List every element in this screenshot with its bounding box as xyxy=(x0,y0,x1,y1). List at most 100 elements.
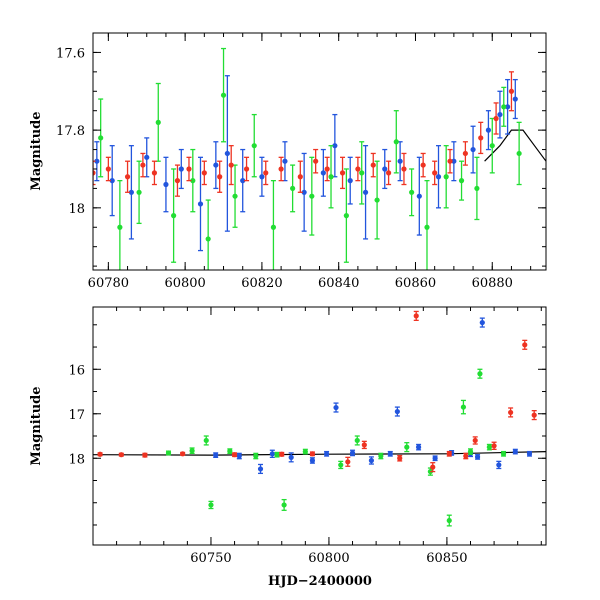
data-point xyxy=(94,141,100,182)
data-point xyxy=(178,148,184,190)
plot-frame xyxy=(92,306,547,546)
data-point xyxy=(309,457,316,464)
data-point xyxy=(485,110,492,151)
y-axis-label: Magnitude xyxy=(29,111,44,190)
data-point xyxy=(180,451,186,457)
data-point xyxy=(432,455,438,462)
data-point xyxy=(98,98,104,178)
data-point xyxy=(397,141,403,182)
data-point xyxy=(477,368,483,379)
x-tick-label: 60750 xyxy=(190,551,231,566)
data-point xyxy=(451,141,457,182)
data-point xyxy=(512,448,518,455)
data-point xyxy=(347,156,353,205)
data-point xyxy=(354,435,360,446)
data-point xyxy=(151,160,158,186)
data-point xyxy=(370,152,376,178)
data-point xyxy=(361,440,367,450)
data-point xyxy=(309,451,316,457)
data-point xyxy=(251,113,257,178)
x-tick-label: 60800 xyxy=(308,551,349,566)
data-point xyxy=(128,145,134,240)
y-tick-label: 18 xyxy=(68,202,85,217)
data-point xyxy=(270,179,277,270)
data-point xyxy=(430,462,436,473)
data-point xyxy=(309,156,315,236)
data-point xyxy=(109,145,115,217)
data-point xyxy=(447,148,453,174)
data-point xyxy=(378,452,384,460)
data-point xyxy=(343,168,349,263)
data-point xyxy=(259,156,265,197)
data-point xyxy=(323,450,330,457)
data-point xyxy=(432,160,438,186)
data-point xyxy=(228,145,234,186)
data-point xyxy=(531,410,537,421)
plot-frame xyxy=(92,32,547,271)
data-point xyxy=(522,339,528,350)
data-point xyxy=(478,121,484,155)
data-point xyxy=(227,448,233,455)
data-point xyxy=(508,71,515,112)
y-tick-label: 17.8 xyxy=(56,124,85,139)
data-point xyxy=(420,152,426,178)
data-point xyxy=(359,141,365,205)
data-point xyxy=(208,500,214,510)
data-point xyxy=(394,406,400,417)
data-point xyxy=(203,435,209,446)
data-point xyxy=(505,78,511,135)
data-point xyxy=(301,152,307,232)
data-point xyxy=(470,125,476,174)
data-point xyxy=(443,145,449,209)
data-point xyxy=(136,160,142,225)
panel-bottom: 60750 60800 60850 16 17 18 Magnitude HJD−2400… xyxy=(29,306,547,589)
data-point xyxy=(232,164,238,228)
data-point xyxy=(171,168,177,263)
data-point xyxy=(186,156,192,182)
data-point xyxy=(290,164,296,213)
data-point xyxy=(339,156,346,190)
data-point xyxy=(231,452,238,458)
data-point xyxy=(397,454,403,462)
data-point xyxy=(213,452,219,459)
data-point xyxy=(462,141,468,166)
data-point xyxy=(474,156,480,221)
data-point xyxy=(368,456,375,465)
data-point xyxy=(140,152,146,178)
data-point xyxy=(324,156,330,182)
x-tick-label: 60860 xyxy=(395,276,436,291)
data-point xyxy=(253,452,259,460)
data-point xyxy=(512,78,518,120)
data-point xyxy=(458,160,465,201)
data-point xyxy=(118,452,124,458)
data-point xyxy=(243,156,250,182)
y-tick-label: 17 xyxy=(68,408,85,423)
data-point xyxy=(174,164,181,197)
data-point xyxy=(493,102,499,135)
data-point xyxy=(474,454,481,460)
data-point xyxy=(320,148,326,197)
data-point xyxy=(479,317,485,328)
data-point xyxy=(526,450,533,457)
data-point xyxy=(463,452,469,460)
x-tick-label: 60780 xyxy=(88,276,129,291)
data-point xyxy=(313,148,319,174)
data-point xyxy=(117,179,123,270)
data-point xyxy=(124,160,131,193)
data-point xyxy=(105,156,111,182)
data-point xyxy=(201,160,207,186)
data-point xyxy=(355,156,361,182)
data-point xyxy=(387,450,393,457)
data-point xyxy=(163,156,169,213)
data-point xyxy=(393,110,399,174)
data-point xyxy=(435,145,442,209)
data-point xyxy=(382,148,388,190)
data-point xyxy=(446,514,452,527)
data-point xyxy=(328,145,334,209)
data-point xyxy=(278,156,284,182)
data-point xyxy=(217,160,223,193)
data-point xyxy=(467,448,474,455)
data-point xyxy=(508,407,514,418)
data-point xyxy=(240,148,246,213)
